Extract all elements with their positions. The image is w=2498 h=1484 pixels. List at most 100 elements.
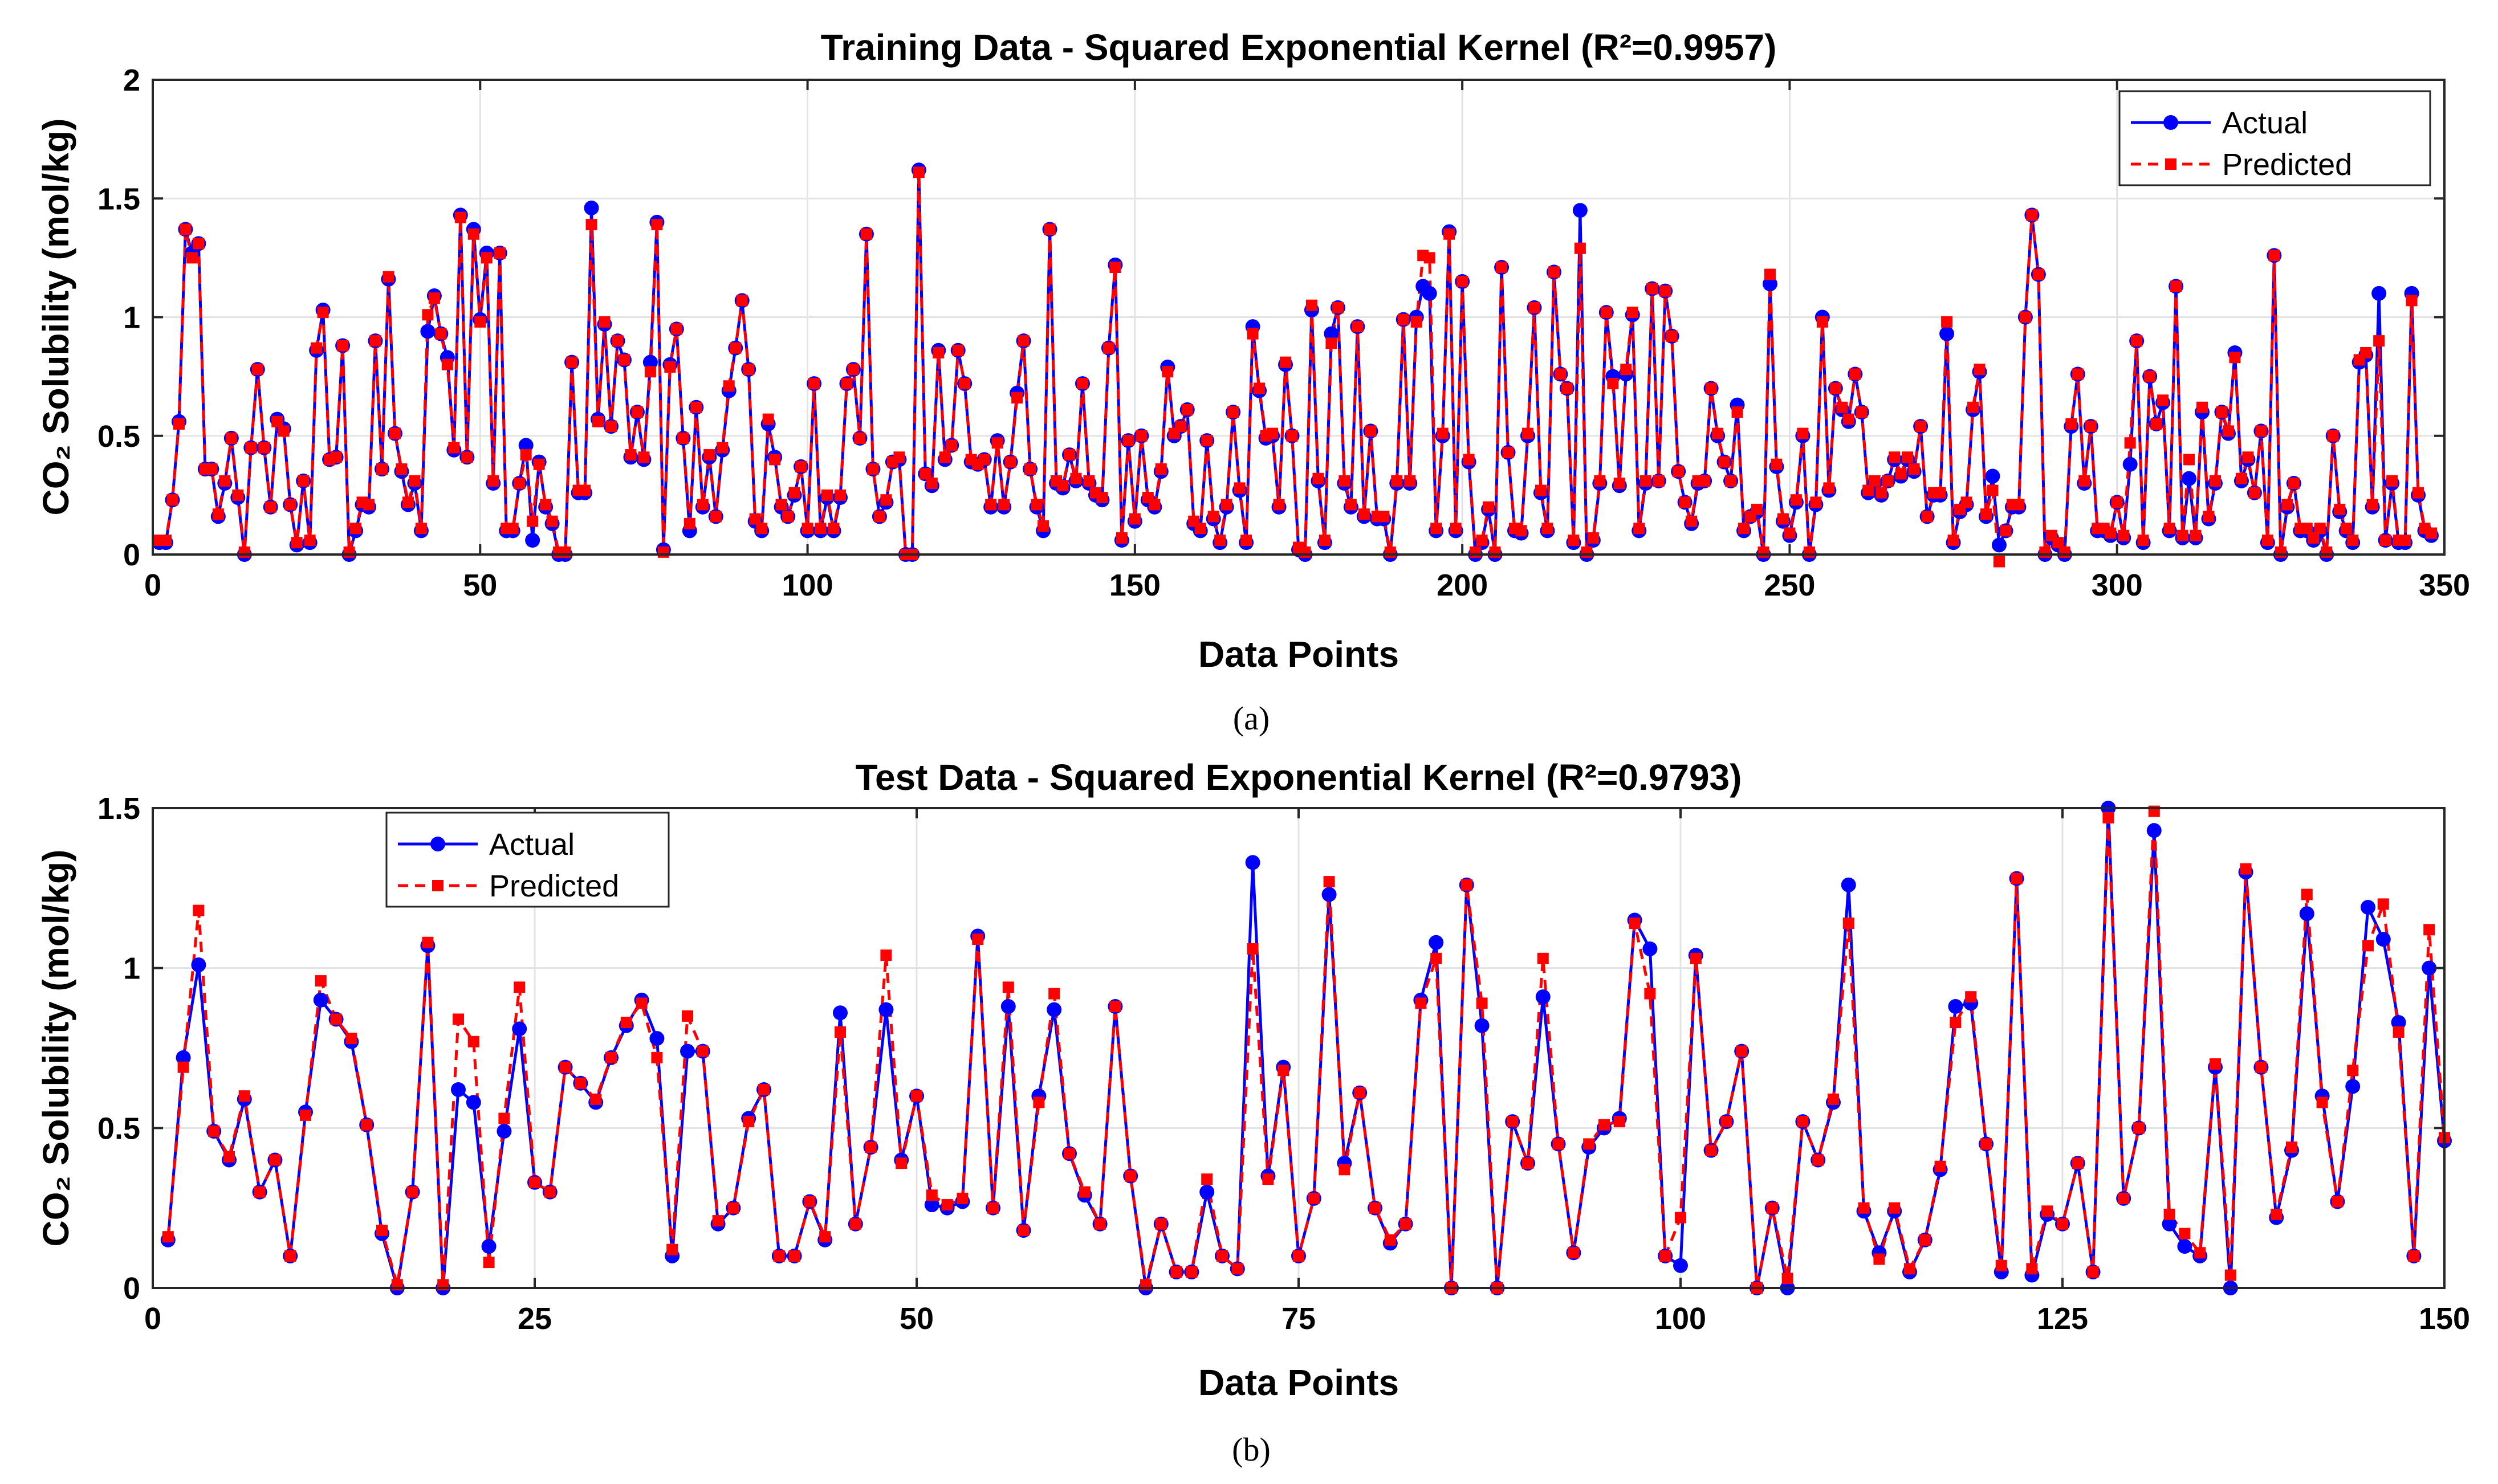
predicted-point	[2268, 250, 2280, 262]
predicted-point	[1653, 475, 1665, 487]
y-tick-label: 0.5	[97, 419, 140, 454]
predicted-point	[1033, 1096, 1045, 1108]
predicted-point	[1038, 520, 1049, 532]
predicted-point	[291, 537, 303, 549]
x-tick-label: 350	[2419, 568, 2470, 602]
training-axis-ticks: 0 50 100 150 200 250 300 350 0 0.5 1 1.5 2	[97, 63, 2470, 602]
predicted-point	[2321, 546, 2333, 558]
predicted-point	[1548, 266, 1560, 278]
actual-point	[1762, 276, 1777, 292]
predicted-point	[1280, 356, 1292, 368]
predicted-point	[1960, 496, 1972, 508]
x-tick-label: 250	[1764, 568, 1815, 602]
predicted-point	[330, 451, 342, 463]
predicted-point	[1181, 403, 1193, 415]
predicted-point	[978, 454, 990, 466]
predicted-point	[1463, 454, 1475, 466]
predicted-point	[867, 463, 879, 475]
predicted-point	[605, 421, 617, 433]
predicted-point	[1690, 952, 1702, 964]
actual-point	[878, 1002, 894, 1017]
predicted-point	[1308, 1192, 1320, 1204]
predicted-point	[1293, 1250, 1304, 1262]
predicted-point	[1378, 511, 1390, 523]
predicted-point	[448, 442, 460, 454]
y-tick-label: 2	[123, 63, 140, 97]
x-tick-label: 25	[518, 1302, 552, 1336]
predicted-point	[1736, 1045, 1748, 1057]
predicted-point	[2314, 523, 2326, 535]
predicted-point	[1731, 406, 1743, 418]
predicted-point	[206, 463, 218, 475]
predicted-point	[2013, 499, 2025, 511]
predicted-point	[481, 252, 493, 264]
predicted-point	[2118, 1192, 2130, 1204]
predicted-point	[265, 501, 276, 513]
test-caption: (b)	[1232, 1431, 1271, 1468]
actual-point	[1673, 1258, 1688, 1273]
predicted-point	[939, 451, 951, 463]
predicted-point	[1064, 1148, 1075, 1160]
predicted-point	[636, 997, 648, 1009]
predicted-point	[2412, 487, 2424, 499]
predicted-point	[2301, 523, 2313, 535]
predicted-point	[620, 1017, 632, 1029]
predicted-point	[544, 1186, 556, 1198]
predicted-point	[717, 442, 729, 454]
predicted-point	[1332, 301, 1344, 313]
predicted-point	[2019, 311, 2031, 323]
predicted-point	[1384, 546, 1396, 558]
predicted-point	[1583, 1138, 1595, 1150]
predicted-point	[1267, 427, 1279, 439]
actual-point	[176, 1050, 191, 1065]
predicted-point	[1626, 307, 1638, 319]
predicted-point	[1415, 997, 1427, 1009]
predicted-point	[1607, 378, 1619, 390]
predicted-point	[1921, 511, 1933, 523]
predicted-point	[566, 356, 578, 368]
predicted-point	[808, 378, 820, 390]
predicted-point	[212, 508, 224, 520]
predicted-point	[1044, 223, 1056, 235]
predicted-point	[1507, 1116, 1519, 1128]
actual-point	[512, 1021, 527, 1037]
predicted-point	[1286, 430, 1298, 442]
predicted-point	[186, 252, 198, 264]
predicted-point	[1666, 330, 1678, 342]
predicted-point	[2362, 940, 2374, 952]
predicted-point	[1528, 301, 1540, 313]
training-x-axis-label: Data Points	[1198, 634, 1399, 675]
predicted-point	[396, 463, 408, 475]
actual-point	[2422, 960, 2437, 976]
predicted-point	[666, 1244, 678, 1255]
actual-point	[833, 1005, 848, 1021]
predicted-point	[911, 1090, 922, 1102]
predicted-point	[1116, 532, 1128, 544]
predicted-point	[402, 496, 414, 508]
actual-point	[680, 1043, 695, 1059]
predicted-point	[1812, 1154, 1824, 1166]
predicted-point	[854, 432, 866, 444]
legend-actual-label: Actual	[489, 827, 575, 862]
predicted-point	[631, 406, 643, 418]
predicted-point	[1934, 487, 1946, 499]
predicted-point	[1079, 1186, 1091, 1198]
predicted-point	[1170, 1266, 1182, 1278]
predicted-point	[2347, 535, 2359, 547]
predicted-point	[461, 451, 473, 463]
predicted-point	[1673, 466, 1685, 478]
predicted-point	[2190, 529, 2202, 541]
predicted-point	[2163, 1208, 2175, 1220]
predicted-point	[1675, 1212, 1686, 1224]
predicted-point	[815, 523, 827, 535]
actual-point	[649, 1031, 665, 1046]
predicted-point	[546, 515, 558, 527]
predicted-point	[1712, 427, 1724, 439]
predicted-point	[1240, 535, 1252, 547]
legend-predicted-label: Predicted	[2222, 148, 2352, 182]
training-chart-panel: 0 50 100 150 200 250 300 350 0 0.5 1 1.5 2 Training …	[35, 27, 2470, 737]
test-series-markers	[160, 801, 2452, 1295]
predicted-point	[284, 1250, 296, 1262]
predicted-point	[795, 460, 807, 472]
actual-point	[1991, 537, 2007, 553]
